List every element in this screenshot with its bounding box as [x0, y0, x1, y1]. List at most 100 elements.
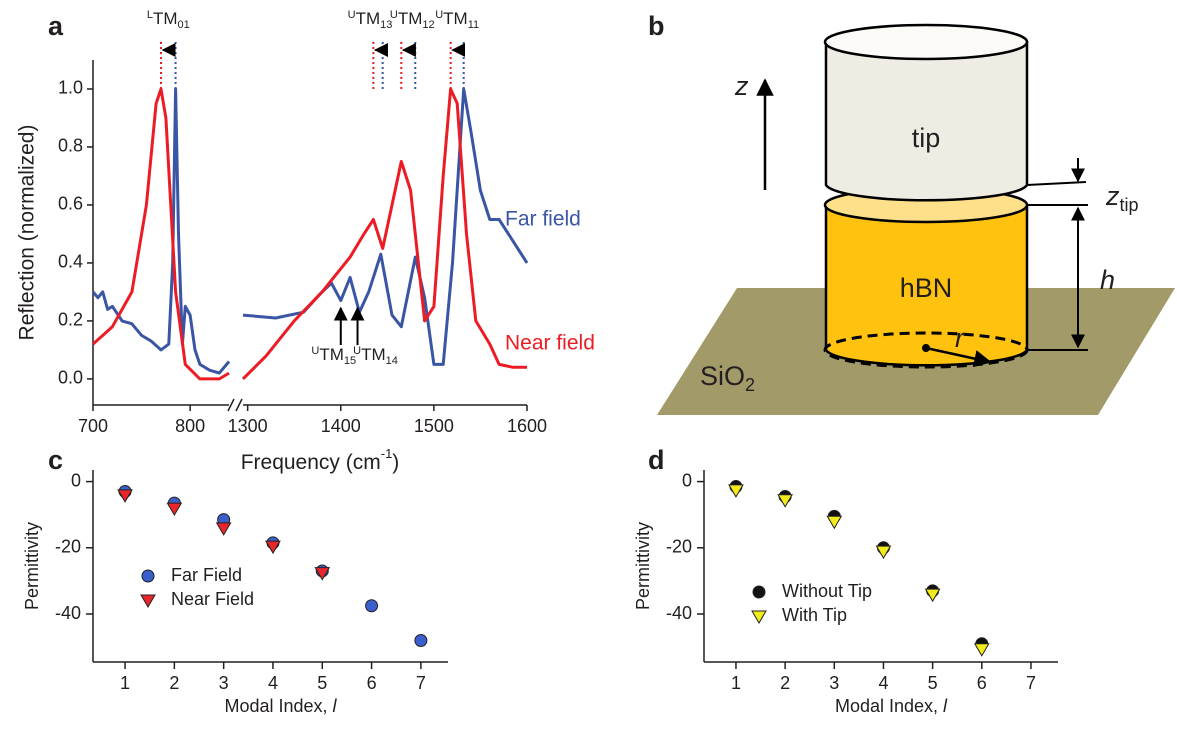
- x-label-end: ): [392, 451, 399, 474]
- point: [365, 599, 379, 613]
- x-tick-label: 1400: [321, 416, 361, 436]
- y-tick-label: -20: [55, 537, 81, 557]
- tip-label: tip: [912, 123, 941, 153]
- mode-sub: 01: [177, 19, 189, 31]
- x-label-text: Modal Index,: [224, 696, 332, 716]
- mode-sub: 12: [422, 19, 434, 31]
- point: [777, 494, 793, 508]
- point: [751, 610, 767, 624]
- mode-label: UTM12: [390, 9, 435, 31]
- x-axis-label: Modal Index, l: [224, 696, 337, 716]
- point: [140, 594, 156, 608]
- point: [924, 588, 941, 603]
- mode-pre: L: [147, 9, 153, 21]
- x-axis-label: Frequency (cm-1): [241, 446, 400, 473]
- x-tick-label: 5: [317, 673, 327, 693]
- panel-label: b: [648, 11, 665, 41]
- point: [826, 515, 843, 530]
- y-axis-label: Permittivity: [633, 522, 653, 610]
- x-label-var: l: [333, 696, 338, 716]
- y-axis-label: Reflection (normalized): [16, 125, 39, 341]
- point: [265, 540, 281, 555]
- x-tick-label: 4: [878, 673, 888, 693]
- y-tick-label: 0: [71, 470, 81, 490]
- point: [215, 522, 232, 536]
- x-label-var: l: [943, 696, 948, 716]
- y-tick-label: 0.6: [58, 194, 83, 214]
- tip-top: [823, 23, 1029, 61]
- x-tick-label: 2: [169, 673, 179, 693]
- y-tick-label: 1.0: [58, 78, 83, 98]
- series-line: [91, 87, 231, 375]
- point: [752, 585, 766, 599]
- h-label: h: [1100, 265, 1115, 295]
- mode-text: TM: [356, 9, 381, 28]
- point: [728, 484, 744, 498]
- point: [141, 569, 155, 583]
- point: [314, 567, 331, 581]
- mode-pre: U: [390, 9, 398, 21]
- x-tick-label: 1600: [507, 416, 547, 436]
- mode-sub: 15: [344, 355, 356, 367]
- x-tick-label: 7: [1026, 673, 1036, 693]
- panel-label: d: [648, 445, 665, 475]
- x-label-text: Modal Index,: [835, 696, 943, 716]
- point: [973, 643, 990, 657]
- tip-body: [824, 40, 1029, 202]
- center-dot: [922, 344, 930, 352]
- mode-label: LTM01: [147, 9, 190, 31]
- axis-break: [227, 398, 243, 412]
- y-tick-label: 0.8: [58, 136, 83, 156]
- x-tick-label: 6: [977, 673, 987, 693]
- x-tick-label: 700: [78, 416, 108, 436]
- point: [414, 633, 428, 647]
- legend-label: With Tip: [782, 605, 847, 625]
- substrate-label: SiO2: [700, 361, 755, 395]
- legend-label: Near Field: [171, 589, 254, 609]
- mode-sub: 14: [386, 355, 398, 367]
- legend-label: Far Field: [171, 565, 242, 585]
- x-tick-label: 3: [829, 673, 839, 693]
- hbn-label: hBN: [900, 273, 953, 303]
- mode-pre: U: [348, 9, 356, 21]
- radius-arrow: [925, 346, 992, 368]
- mode-label: UTM11: [435, 9, 479, 31]
- point: [117, 489, 133, 503]
- y-tick-label: 0: [682, 470, 692, 490]
- x-label-sup: -1: [381, 446, 393, 461]
- x-tick-label: 2: [780, 673, 790, 693]
- point: [875, 545, 892, 560]
- legend-label: Near field: [505, 332, 595, 355]
- ztip-label: ztip: [1105, 181, 1139, 215]
- x-label-text: Frequency (cm: [241, 451, 381, 474]
- mode-text: TM: [443, 9, 468, 28]
- series-line: [91, 87, 230, 381]
- x-tick-label: 1300: [228, 416, 268, 436]
- mode-label: UTM15: [311, 345, 356, 367]
- mode-label: UTM14: [353, 345, 398, 367]
- mode-pre: U: [311, 345, 319, 357]
- mode-sub: 11: [468, 19, 479, 31]
- y-axis-label: Permittivity: [22, 522, 42, 610]
- mode-text: TM: [319, 345, 344, 364]
- x-tick-label: 800: [175, 416, 205, 436]
- y-tick-label: 0.2: [58, 310, 83, 330]
- mode-text: TM: [398, 9, 423, 28]
- mode-pre: U: [353, 345, 361, 357]
- point: [166, 502, 183, 517]
- mode-label: UTM13: [348, 9, 393, 31]
- mode-text: TM: [153, 9, 178, 28]
- mode-text: TM: [361, 345, 386, 364]
- diagram: z tip hBN h r ztip SiO2: [657, 23, 1175, 415]
- y-tick-label: 0.0: [58, 368, 83, 388]
- x-axis-label: Modal Index, l: [835, 696, 948, 716]
- x-tick-label: 7: [416, 673, 426, 693]
- panel-label: c: [48, 445, 63, 475]
- ztip-line: [1026, 181, 1087, 186]
- x-tick-label: 4: [268, 673, 278, 693]
- legend-label: Without Tip: [782, 581, 872, 601]
- mode-pre: U: [435, 9, 443, 21]
- x-tick-label: 6: [367, 673, 377, 693]
- y-tick-label: 0.4: [58, 252, 83, 272]
